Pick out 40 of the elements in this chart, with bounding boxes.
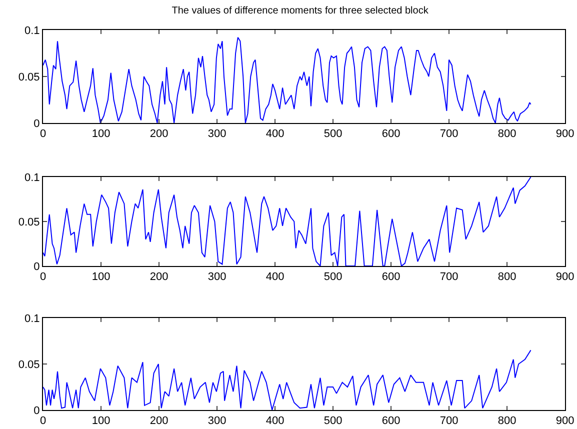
- y-tick-label: 0: [34, 404, 40, 417]
- chart-title: The values of difference moments for three selected block: [172, 5, 430, 16]
- y-tick-label: 0: [34, 260, 40, 273]
- x-tick-label: 100: [92, 415, 110, 428]
- x-tick-label: 900: [556, 128, 574, 140]
- line-series: [43, 350, 532, 410]
- x-tick-label: 500: [324, 128, 342, 140]
- x-tick-label: 500: [324, 271, 342, 284]
- y-tick-label: 0.05: [18, 71, 40, 84]
- x-tick-label: 100: [92, 128, 110, 140]
- x-tick-label: 700: [440, 271, 458, 284]
- x-tick-label: 400: [266, 415, 284, 428]
- x-tick-label: 100: [92, 271, 110, 284]
- y-tick-label: 0: [34, 118, 40, 130]
- x-tick-label: 900: [556, 271, 574, 284]
- x-tick-label: 700: [440, 128, 458, 140]
- x-tick-label: 800: [498, 128, 516, 140]
- x-tick-label: 300: [208, 415, 226, 428]
- y-tick-label: 0.1: [24, 172, 40, 184]
- x-tick-label: 800: [498, 415, 516, 428]
- x-tick-label: 500: [324, 415, 342, 428]
- x-tick-label: 600: [382, 128, 400, 140]
- x-tick-label: 200: [150, 415, 168, 428]
- x-tick-label: 700: [440, 415, 458, 428]
- y-tick-label: 0.1: [24, 24, 40, 37]
- x-tick-label: 900: [556, 415, 574, 428]
- x-tick-label: 400: [266, 128, 284, 140]
- x-tick-label: 600: [382, 415, 400, 428]
- x-tick-label: 300: [208, 271, 226, 284]
- x-tick-label: 200: [150, 271, 168, 284]
- x-tick-label: 600: [382, 271, 400, 284]
- y-tick-label: 0.05: [18, 216, 40, 228]
- x-tick-label: 800: [498, 271, 516, 284]
- x-tick-label: 200: [150, 128, 168, 140]
- line-series: [43, 36, 532, 123]
- x-tick-label: 300: [208, 128, 226, 140]
- line-series: [43, 177, 532, 266]
- y-tick-label: 0.1: [24, 312, 40, 325]
- x-tick-label: 400: [266, 271, 284, 284]
- y-tick-label: 0.05: [18, 358, 40, 371]
